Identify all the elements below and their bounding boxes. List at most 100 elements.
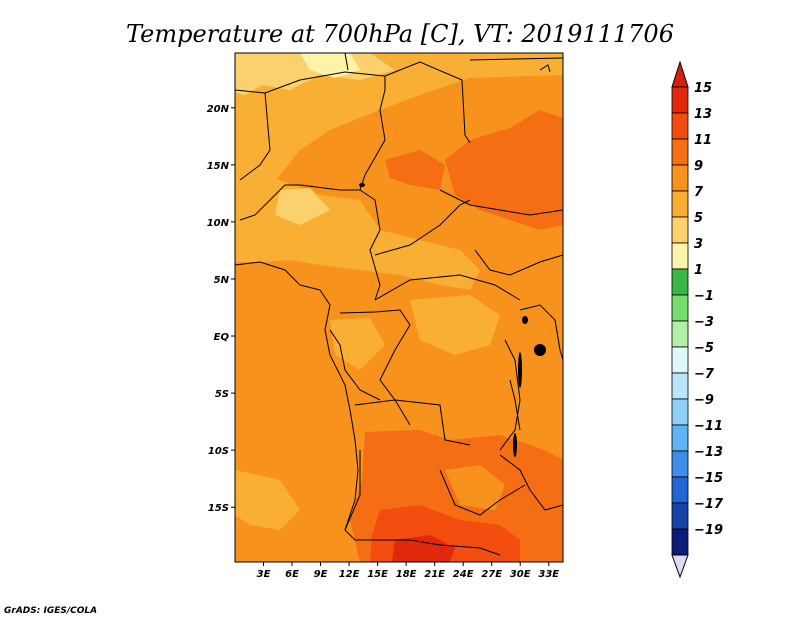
colorbar-swatch: [671, 294, 689, 322]
field-region-sudan: [445, 110, 563, 230]
field-region-sudan-west: [385, 150, 445, 190]
colorbar-label: −3: [694, 315, 714, 330]
border-line: [235, 261, 321, 291]
colorbar-swatch: [671, 86, 689, 114]
border-line: [439, 189, 563, 216]
lake: [359, 183, 365, 187]
field-region-atlantic-south: [235, 470, 300, 530]
y-tick-label: 5N: [214, 275, 230, 286]
coastline: [539, 64, 551, 73]
y-tick-label: 15S: [208, 503, 229, 514]
colorbar-swatch: [671, 346, 689, 374]
colorbar-bottom-arrow: [671, 554, 689, 579]
border-line: [299, 184, 360, 191]
x-tick-label: 15E: [367, 569, 388, 580]
field-region-kalahari-hot: [392, 535, 455, 562]
border-line: [354, 399, 471, 446]
colorbar-label: 3: [694, 237, 703, 252]
y-axis: 20N 15N 10N 5N EQ 5S 10S 15S: [207, 104, 235, 514]
colorbar-label: 13: [694, 107, 712, 122]
colorbar-label: 15: [694, 81, 712, 96]
colorbar-label: 9: [694, 159, 703, 174]
border-line: [384, 61, 471, 144]
x-tick-label: 30E: [510, 569, 531, 580]
border-line: [359, 189, 381, 301]
border-line: [329, 329, 381, 401]
lake: [522, 316, 528, 324]
colorbar-label: −9: [694, 393, 714, 408]
field-region-sahara: [235, 53, 563, 240]
colorbar-label: −1: [694, 289, 714, 304]
coastline: [509, 379, 521, 431]
border-line: [374, 274, 521, 301]
field-region-gabon: [330, 318, 385, 370]
colorbar-label: 1: [694, 263, 703, 278]
colorbar-swatch: [671, 476, 689, 504]
colorbar-swatch: [671, 268, 689, 296]
lake: [534, 344, 546, 356]
colorbar-swatch: [671, 502, 689, 530]
colorbar-label: −13: [694, 445, 723, 460]
x-tick-label: 27E: [481, 569, 502, 580]
border-line: [519, 304, 563, 361]
colorbar-label: 11: [694, 133, 712, 148]
y-tick-label: EQ: [214, 332, 230, 343]
chart-title: Temperature at 700hPa [C], VT: 201911170…: [126, 20, 674, 48]
x-tick-label: 33E: [538, 569, 559, 580]
colorbar-swatch: [671, 190, 689, 218]
field-region-congo-light: [410, 295, 500, 355]
colorbar-swatch: [671, 372, 689, 400]
y-tick-label: 15N: [207, 161, 230, 172]
colorbar-label: −7: [694, 367, 715, 382]
colorbar-label: −19: [694, 523, 723, 538]
field-region-zambia-light: [445, 465, 505, 510]
lake: [513, 433, 517, 457]
colorbar-swatch: [671, 164, 689, 192]
country-borders: [235, 53, 563, 556]
border-line: [499, 339, 521, 451]
border-line: [344, 450, 501, 556]
x-tick-label: 21E: [424, 569, 445, 580]
y-tick-label: 5S: [215, 389, 229, 400]
y-tick-label: 10N: [207, 218, 230, 229]
map-plot-area: 3E 6E 9E 12E 15E 18E 21E 24E 27E 30E 33E 20N 15N 10N…: [207, 52, 564, 580]
x-tick-label: 3E: [257, 569, 271, 580]
colorbar-label: −5: [694, 341, 714, 356]
colorbar-swatch: [671, 112, 689, 140]
coastline: [319, 289, 359, 531]
field-region-sahel-light: [275, 188, 330, 225]
colorbar-label: 7: [694, 185, 704, 200]
colorbar-label: −11: [694, 419, 723, 434]
x-axis: 3E 6E 9E 12E 15E 18E 21E 24E 27E 30E 33E: [257, 562, 559, 580]
credit-label: GrADS: IGES/COLA: [4, 606, 97, 616]
colorbar-swatch: [671, 320, 689, 348]
border-line: [374, 199, 471, 256]
x-tick-label: 12E: [339, 569, 360, 580]
border-line: [469, 57, 563, 61]
colorbar-swatch: [671, 398, 689, 426]
plot-frame: [234, 52, 564, 563]
colorbar: 15 13 11 9 7 5 3 1 −1 −3 −5 −7 −9 −11 −13 −15 −17 −19: [671, 60, 724, 579]
colorbar-swatch: [671, 450, 689, 478]
x-tick-label: 24E: [453, 569, 474, 580]
colorbar-label: 5: [694, 211, 703, 226]
colorbar-label: −15: [694, 471, 723, 486]
temperature-field: [235, 53, 563, 562]
colorbar-swatch: [671, 216, 689, 244]
x-tick-label: 18E: [396, 569, 417, 580]
border-line: [474, 249, 563, 276]
y-tick-label: 20N: [207, 104, 230, 115]
border-line: [439, 469, 526, 516]
border-line: [235, 71, 386, 191]
lake: [518, 352, 522, 388]
colorbar-swatch: [671, 528, 689, 556]
colorbar-swatch: [671, 242, 689, 270]
colorbar-swatch: [671, 138, 689, 166]
y-tick-label: 10S: [208, 446, 229, 457]
x-tick-label: 6E: [285, 569, 299, 580]
border-line: [239, 184, 300, 221]
border-line: [339, 309, 411, 426]
border-line: [499, 454, 563, 511]
lakes: [359, 183, 546, 457]
